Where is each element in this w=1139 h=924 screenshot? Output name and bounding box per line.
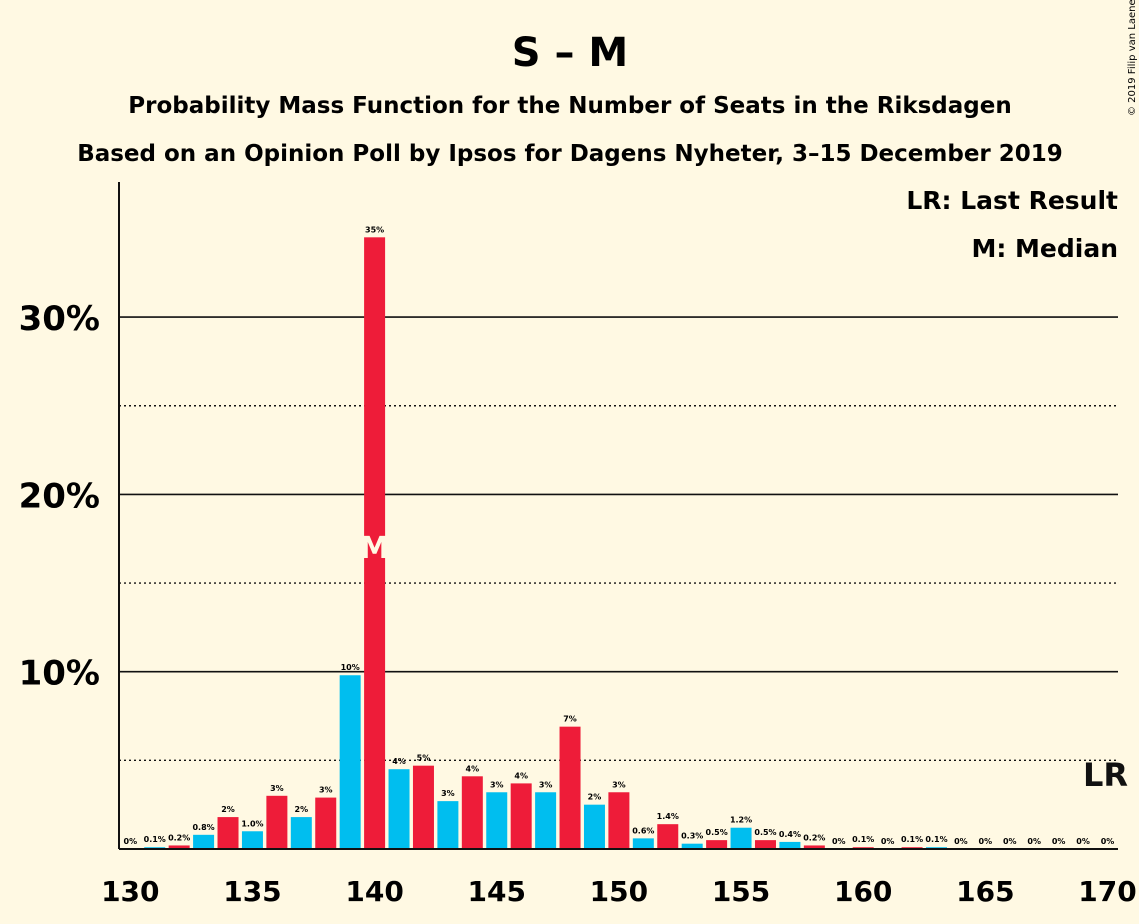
- bar-value-label: 0.1%: [852, 835, 874, 844]
- bar-value-label: 3%: [612, 780, 626, 789]
- bar-seat-158: [803, 845, 825, 849]
- bar-seat-155: [730, 827, 752, 849]
- bar-seat-140: [364, 237, 386, 849]
- bar-value-label: 5%: [417, 754, 431, 763]
- bar-value-label: 2%: [295, 805, 309, 814]
- bar-value-label: 0%: [954, 837, 968, 846]
- legend-median: M: Median: [971, 234, 1118, 263]
- bar-value-label: 2%: [588, 793, 602, 802]
- bar-value-label: 3%: [441, 789, 455, 798]
- copyright-note: © 2019 Filip van Laenen: [1127, 0, 1138, 116]
- bar-seat-142: [412, 765, 434, 849]
- x-tick-label: 140: [345, 875, 403, 908]
- bar-seat-132: [168, 845, 190, 849]
- bar-value-label: 3%: [270, 784, 284, 793]
- x-tick-label: 160: [834, 875, 892, 908]
- bar-value-label: 4%: [392, 757, 406, 766]
- bar-seat-136: [266, 795, 288, 849]
- bar-value-label: 10%: [341, 663, 360, 672]
- bar-seat-143: [437, 801, 459, 849]
- bar-value-label: 0.2%: [803, 833, 825, 842]
- bar-value-label: 0%: [1027, 837, 1041, 846]
- x-tick-label: 155: [712, 875, 770, 908]
- bar-seat-146: [510, 783, 532, 849]
- bar-seat-144: [461, 776, 483, 849]
- bar-value-label: 0%: [1076, 837, 1090, 846]
- bar-seat-152: [657, 824, 679, 849]
- y-tick-label: 20%: [19, 476, 100, 516]
- bar-value-label: 0%: [881, 837, 895, 846]
- bar-seat-148: [559, 726, 581, 849]
- y-tick-label: 30%: [19, 299, 100, 339]
- bar-value-label: 1.2%: [730, 816, 752, 825]
- bar-value-label: 4%: [466, 764, 480, 773]
- bar-value-label: 1.4%: [657, 812, 679, 821]
- bar-value-label: 0.8%: [192, 823, 214, 832]
- chart-subtitle: Probability Mass Function for the Number…: [128, 93, 1011, 119]
- bar-value-label: 7%: [563, 715, 577, 724]
- bar-value-label: 3%: [319, 786, 333, 795]
- x-tick-label: 145: [468, 875, 526, 908]
- bar-value-label: 0.6%: [632, 826, 654, 835]
- chart-title: S – M: [512, 30, 628, 76]
- markers: M LR: [360, 531, 1128, 794]
- x-tick-label: 130: [101, 875, 159, 908]
- bar-value-label: 0%: [1101, 837, 1115, 846]
- bar-seat-149: [583, 804, 605, 849]
- bar-seat-147: [535, 792, 557, 849]
- bar-value-label: 1.0%: [241, 819, 263, 828]
- bar-seat-151: [632, 838, 654, 849]
- x-tick-label: 135: [223, 875, 281, 908]
- y-axis-ticks: 10% 20% 30%: [19, 299, 100, 694]
- bar-value-label: 0.4%: [779, 830, 801, 839]
- bar-seat-145: [486, 792, 508, 849]
- bar-seat-150: [608, 792, 630, 849]
- legend-last-result: LR: Last Result: [906, 186, 1118, 215]
- bar-value-label: 0%: [979, 837, 993, 846]
- bar-value-label: 0.3%: [681, 832, 703, 841]
- bar-value-label: 0.1%: [144, 835, 166, 844]
- bar-value-label: 4%: [514, 771, 528, 780]
- bar-seat-138: [315, 797, 337, 849]
- bar-value-label: 0.1%: [901, 835, 923, 844]
- x-tick-label: 150: [590, 875, 648, 908]
- last-result-marker: LR: [1083, 756, 1128, 794]
- bar-value-label: 0.2%: [168, 833, 190, 842]
- bar-value-label: 0%: [1052, 837, 1066, 846]
- x-tick-label: 170: [1078, 875, 1136, 908]
- bar-seat-154: [706, 840, 728, 849]
- x-axis-ticks: 130 135 140 145 150 155 160 165 170: [101, 875, 1137, 908]
- bar-labels: 0% 0.1% 0.2%0.8%2%1.0%3%2%3%10%35%4% 5%3%4%…: [124, 225, 1115, 846]
- bar-seat-139: [339, 675, 361, 849]
- bar-value-label: 3%: [490, 780, 504, 789]
- bar-value-label: 0%: [1003, 837, 1017, 846]
- bar-seat-156: [754, 840, 776, 849]
- bar-value-label: 3%: [539, 780, 553, 789]
- bar-value-label: 35%: [365, 225, 384, 234]
- x-tick-label: 165: [956, 875, 1014, 908]
- bar-seat-153: [681, 843, 703, 849]
- bar-value-label: 0%: [124, 837, 138, 846]
- bar-value-label: 0.1%: [925, 835, 947, 844]
- bar-seat-135: [241, 831, 263, 849]
- bar-seat-157: [779, 841, 801, 849]
- bar-value-label: 0.5%: [754, 828, 776, 837]
- bar-seat-137: [290, 817, 312, 849]
- bar-value-label: 0.5%: [706, 828, 728, 837]
- bars: [144, 237, 947, 849]
- bar-value-label: 2%: [221, 805, 235, 814]
- chart-subtitle-2: Based on an Opinion Poll by Ipsos for Da…: [77, 141, 1063, 167]
- bar-seat-141: [388, 769, 410, 849]
- bar-seat-134: [217, 817, 239, 849]
- median-marker: M: [360, 531, 390, 566]
- bar-value-label: 0%: [832, 837, 846, 846]
- grid-lines: [119, 316, 1118, 762]
- bar-seat-133: [193, 834, 215, 849]
- y-tick-label: 10%: [19, 654, 100, 694]
